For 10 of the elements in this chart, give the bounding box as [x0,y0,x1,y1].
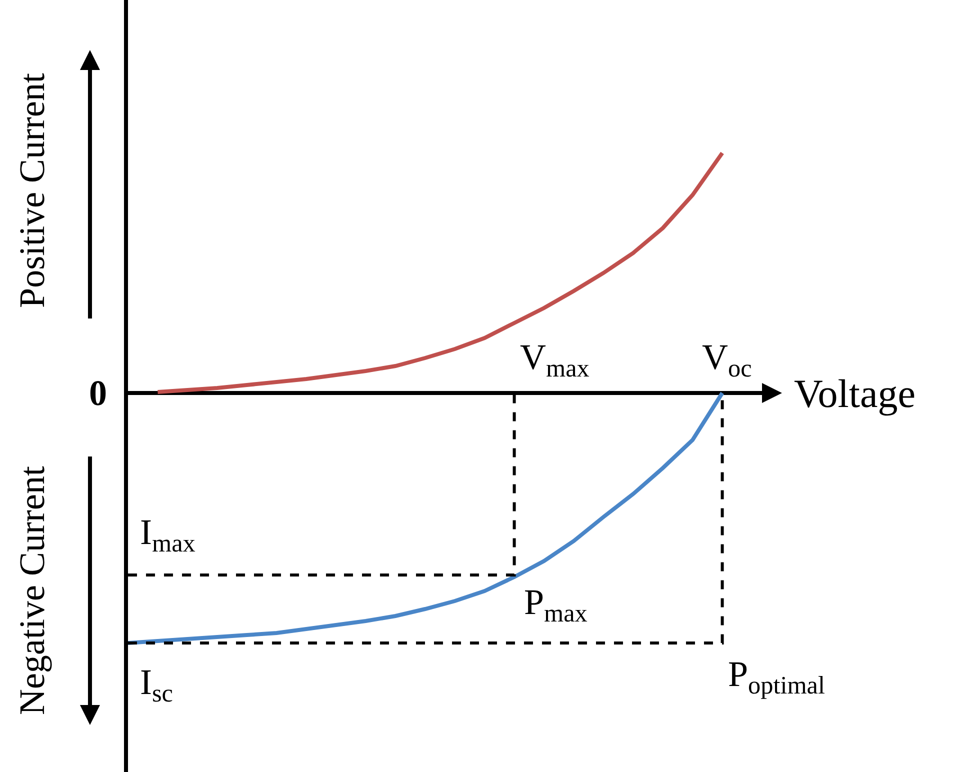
annotation: I$_{max}$ [140,512,196,558]
annotation: P$_{max}$ [524,582,588,628]
text: I$_{sc}$ [140,662,173,708]
annotation: V$_{oc}$ [702,337,752,383]
x-axis-title: Voltage [794,371,916,416]
text: 0 [89,373,107,413]
annotation: V$_{max}$ [520,337,590,383]
text: Positive Current [12,72,52,308]
text: P$_{optimal}$ [728,654,825,700]
text: Negative Current [12,466,52,715]
